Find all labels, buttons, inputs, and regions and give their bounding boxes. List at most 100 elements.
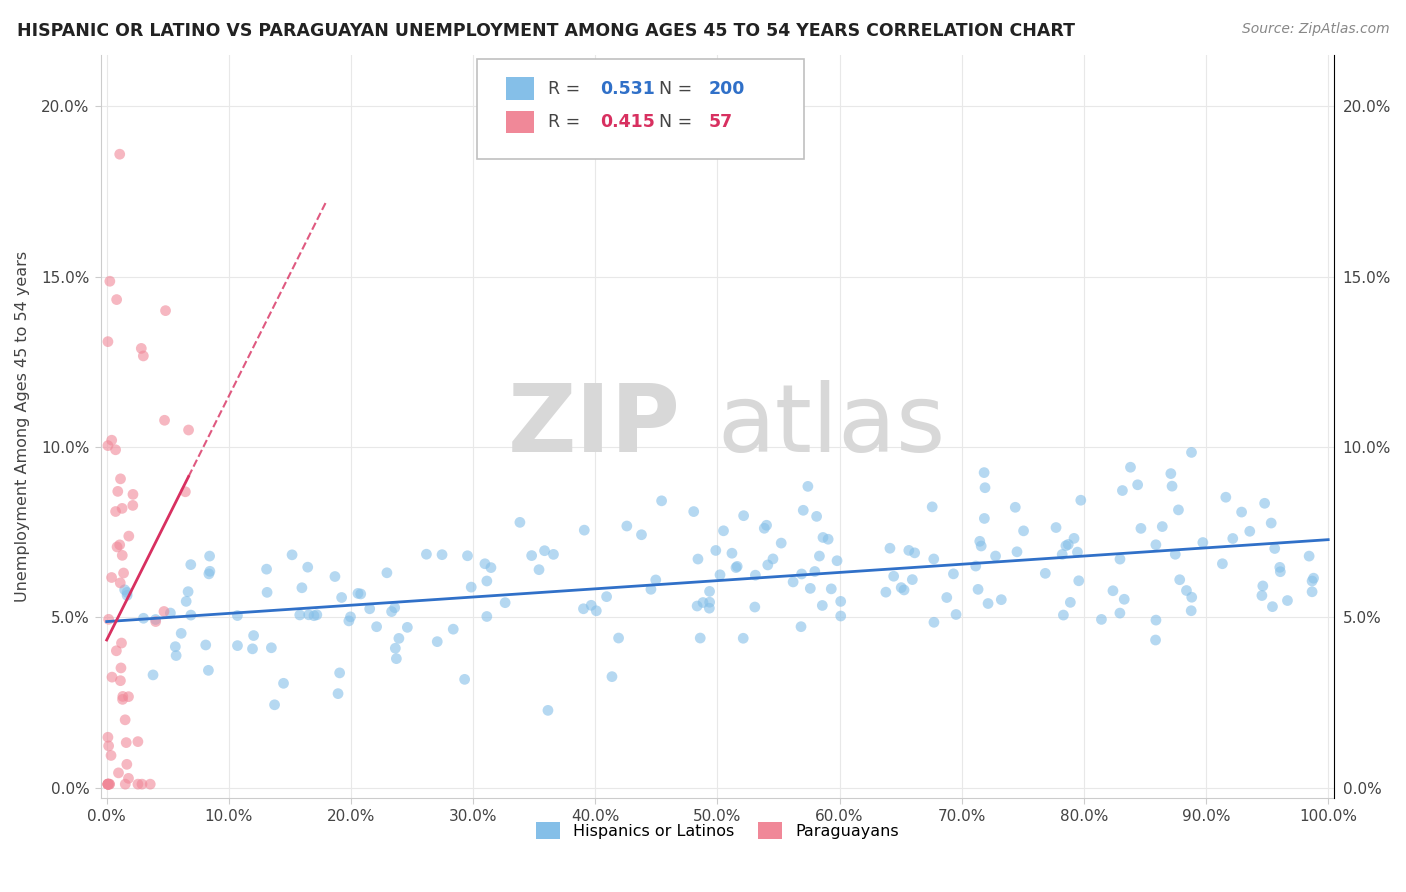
Point — [811, 599, 834, 613]
Point — [1161, 479, 1184, 493]
Y-axis label: Unemployment Among Ages 45 to 54 years: Unemployment Among Ages 45 to 54 years — [15, 251, 30, 602]
Point — [808, 549, 831, 563]
Point — [197, 664, 219, 678]
Point — [198, 564, 221, 578]
Point — [1264, 541, 1286, 556]
Point — [384, 641, 406, 656]
Point — [153, 605, 176, 619]
Point — [699, 584, 721, 599]
Point — [686, 552, 709, 566]
Point — [105, 644, 128, 658]
Point — [945, 607, 967, 622]
Point — [180, 558, 202, 572]
Point — [721, 546, 744, 560]
Point — [291, 581, 314, 595]
Point — [159, 606, 181, 620]
Point — [879, 541, 901, 556]
Point — [441, 622, 464, 636]
Point — [145, 613, 167, 627]
Point — [350, 587, 373, 601]
Point — [699, 601, 721, 615]
Point — [527, 563, 550, 577]
Point — [897, 543, 920, 558]
Point — [1129, 521, 1152, 535]
Point — [256, 562, 278, 576]
Point — [595, 590, 617, 604]
Legend: Hispanics or Latinos, Paraguayans: Hispanics or Latinos, Paraguayans — [530, 815, 905, 846]
Point — [1167, 503, 1189, 517]
Point — [1230, 505, 1253, 519]
Point — [1066, 545, 1088, 559]
Point — [153, 413, 176, 427]
Point — [114, 777, 136, 791]
Point — [165, 640, 187, 654]
Point — [198, 549, 221, 563]
Point — [98, 274, 121, 288]
Point — [110, 661, 132, 675]
Point — [1033, 566, 1056, 581]
Point — [165, 648, 187, 663]
Text: R =: R = — [548, 79, 581, 97]
Point — [1152, 519, 1174, 533]
Point — [830, 594, 852, 608]
Point — [1251, 579, 1274, 593]
Point — [579, 599, 602, 613]
Point — [170, 626, 193, 640]
Text: 0.415: 0.415 — [600, 113, 655, 131]
Point — [305, 607, 328, 622]
Point — [644, 573, 666, 587]
Point — [1277, 593, 1299, 607]
Point — [1180, 445, 1202, 459]
Point — [326, 687, 349, 701]
Point — [1057, 537, 1080, 551]
Point — [381, 605, 404, 619]
Point — [242, 641, 264, 656]
Point — [1052, 608, 1074, 623]
Point — [396, 620, 419, 634]
Point — [543, 547, 565, 561]
Point — [509, 516, 531, 530]
Point — [111, 692, 134, 706]
Point — [273, 676, 295, 690]
Point — [98, 777, 121, 791]
Point — [256, 585, 278, 599]
Point — [806, 509, 828, 524]
Point — [762, 552, 785, 566]
Point — [724, 560, 747, 574]
Point — [97, 777, 120, 791]
Point — [1164, 547, 1187, 561]
Point — [640, 582, 662, 597]
Point — [260, 640, 283, 655]
Point — [107, 484, 129, 499]
Point — [1301, 574, 1323, 588]
Point — [1063, 532, 1085, 546]
Point — [713, 524, 735, 538]
Point — [935, 591, 957, 605]
Point — [1090, 612, 1112, 626]
Point — [118, 529, 141, 543]
Point — [792, 503, 814, 517]
Point — [1215, 490, 1237, 504]
Point — [1251, 589, 1274, 603]
Point — [692, 595, 714, 609]
Point — [616, 519, 638, 533]
Point — [600, 670, 623, 684]
Point — [97, 777, 120, 791]
Point — [811, 531, 834, 545]
Point — [1119, 460, 1142, 475]
Point — [922, 615, 945, 630]
Point — [174, 594, 197, 608]
Point — [744, 600, 766, 615]
Point — [904, 546, 927, 560]
Point — [198, 566, 221, 581]
Point — [155, 303, 177, 318]
Point — [111, 549, 134, 563]
Point — [131, 777, 153, 791]
Point — [111, 690, 134, 704]
Point — [990, 592, 1012, 607]
Point — [883, 569, 905, 583]
Point — [1004, 500, 1026, 515]
Point — [1253, 496, 1275, 510]
FancyBboxPatch shape — [506, 78, 534, 100]
Point — [942, 566, 965, 581]
